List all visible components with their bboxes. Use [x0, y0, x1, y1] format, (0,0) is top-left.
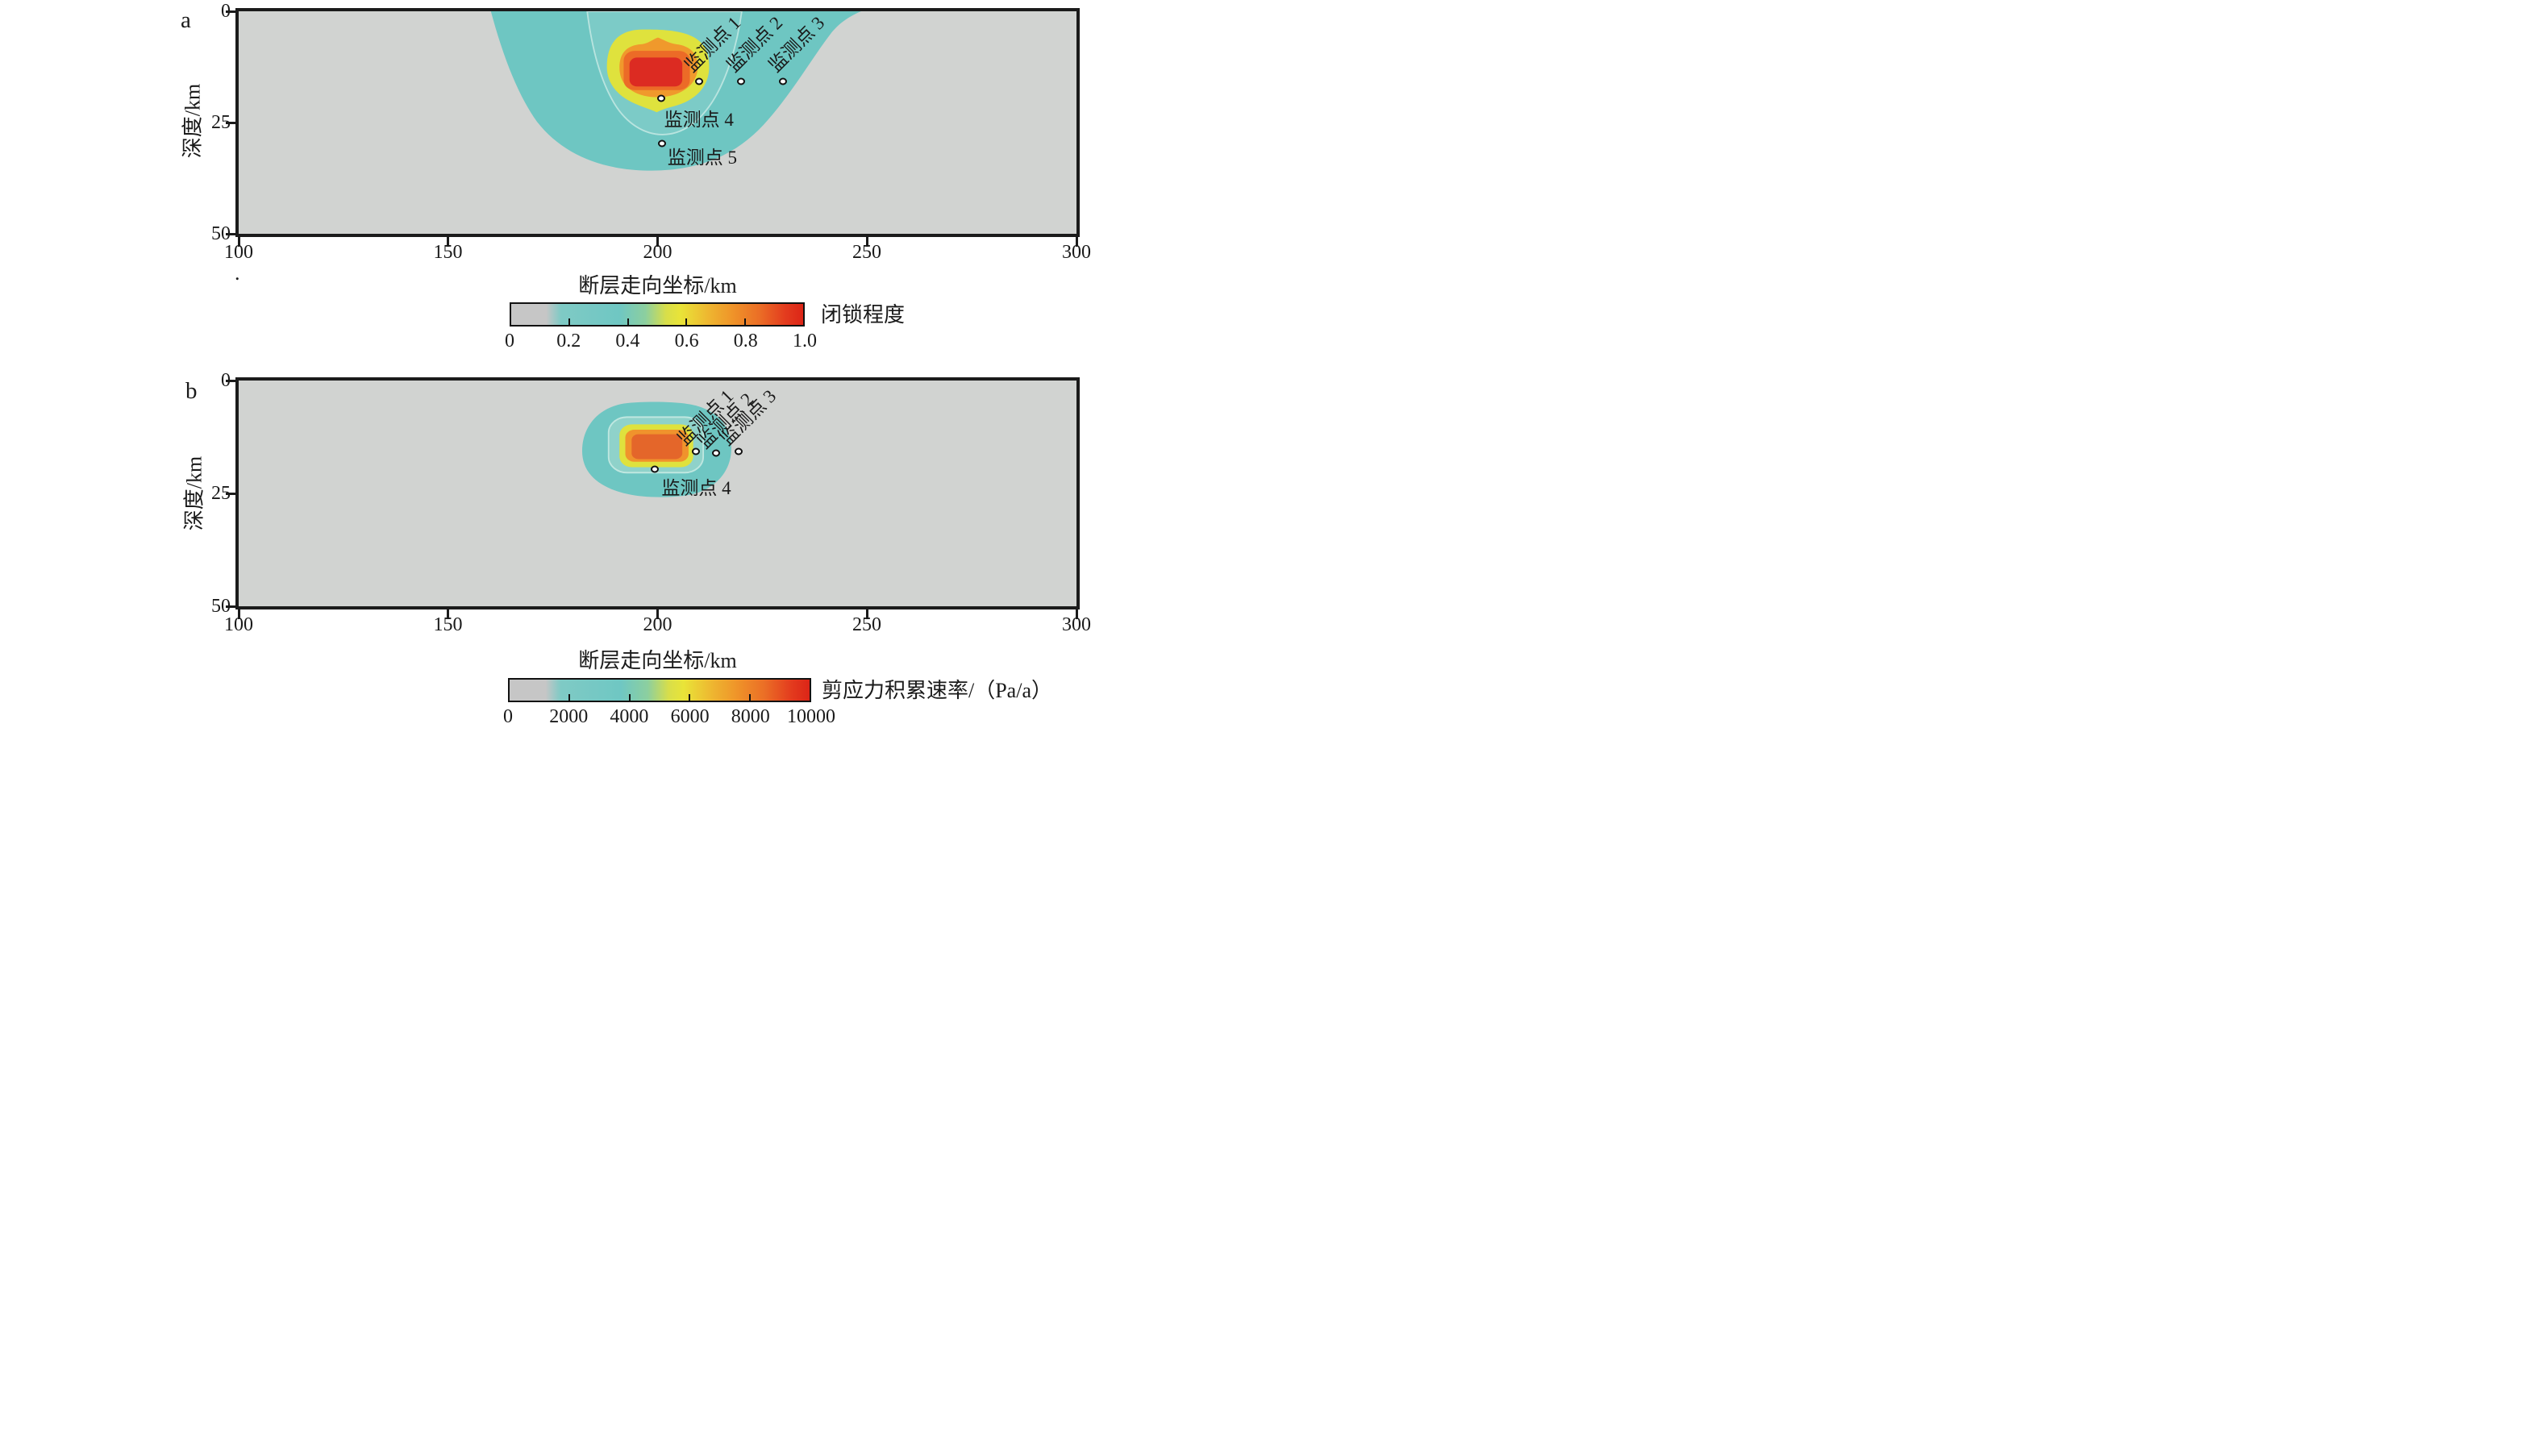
colorbar-b-tick-label: 10000 [787, 706, 835, 727]
monitor-point-marker [651, 465, 660, 473]
panel-a-plot-area [235, 8, 1080, 237]
monitor-point-label: 监测点 4 [661, 477, 731, 498]
colorbar-a-tick-label: 0.6 [674, 331, 699, 352]
panel-b-x-tick-label: 200 [643, 614, 672, 635]
panel-a-x-tick-label: 100 [224, 242, 253, 263]
monitor-point-label: 监测点 5 [667, 148, 737, 168]
colorbar-b [508, 678, 811, 702]
panel-b-x-tick-label: 300 [1062, 614, 1091, 635]
panel-b-x-tick [447, 609, 449, 619]
panel-b-y-tick-label: 25 [211, 483, 231, 504]
colorbar-a-tick-label: 0.2 [556, 331, 581, 352]
panel-b-x-tick-label: 250 [852, 614, 881, 635]
panel-a-x-tick-label: 250 [852, 242, 881, 263]
colorbar-a-tick-label: 1.0 [793, 331, 817, 352]
panel-a-y-tick [226, 121, 235, 124]
colorbar-b-tick [748, 694, 751, 701]
monitor-point-marker [657, 139, 666, 148]
panel-b-x-tick [1075, 609, 1078, 619]
panel-a-contour-layer [490, 11, 861, 171]
panel-a-x-tick-label: 200 [643, 242, 672, 263]
monitor-point-label: 监测点 4 [664, 110, 734, 131]
colorbar-a-tick [743, 318, 746, 325]
panel-b-contour-layer [581, 401, 731, 497]
panel-a-x-tick [447, 237, 449, 247]
panel-a-x-tick-label: 300 [1062, 242, 1091, 263]
colorbar-b-tick-label: 8000 [731, 706, 770, 727]
colorbar-a-tick [685, 318, 688, 325]
panel-b-x-axis-title: 断层走向坐标/km [578, 649, 737, 672]
colorbar-a-tick [627, 318, 629, 325]
panel-b-letter: b [185, 378, 198, 404]
panel-a-x-tick [656, 237, 659, 247]
panel-a-y-tick-label: 50 [211, 223, 231, 244]
panel-a-x-tick [865, 237, 868, 247]
colorbar-a-title: 闭锁程度 [821, 303, 906, 327]
colorbar-a-tick-label: 0 [505, 331, 514, 352]
colorbar-a [510, 302, 805, 327]
panel-a-y-tick [226, 10, 235, 13]
monitor-point-marker [734, 447, 743, 456]
panel-b-x-tick [656, 609, 659, 619]
panel-a-x-tick [237, 237, 240, 247]
colorbar-b-tick [689, 694, 691, 701]
panel-a-y-tick-label: 0 [221, 1, 231, 22]
monitor-point-marker [737, 77, 746, 85]
panel-a-y-tick [226, 232, 235, 235]
contour-a-red-core [629, 57, 683, 87]
panel-b-x-tick-label: 100 [224, 614, 253, 635]
monitor-point-marker [695, 77, 704, 85]
panel-b-y-tick [226, 493, 235, 495]
monitor-point-marker [779, 77, 788, 85]
panel-b-y-tick [226, 605, 235, 608]
panel-a-y-tick-label: 25 [211, 112, 231, 133]
colorbar-a-tick [568, 318, 571, 325]
stray-mark: . [235, 261, 240, 285]
panel-a-x-axis-title: 断层走向坐标/km [578, 274, 737, 297]
panel-b-x-tick [865, 609, 868, 619]
colorbar-b-tick-label: 2000 [549, 706, 589, 727]
colorbar-b-title: 剪应力积累速率/（Pa/a） [822, 679, 1052, 702]
colorbar-b-tick-label: 6000 [670, 706, 710, 727]
colorbar-b-tick [568, 694, 571, 701]
panel-a-letter: a [181, 7, 191, 33]
colorbar-a-tick-label: 0.4 [615, 331, 640, 352]
monitor-point-marker [692, 447, 701, 456]
panel-b-x-tick [237, 609, 240, 619]
panel-a-x-tick [1075, 237, 1078, 247]
monitor-point-marker [712, 449, 721, 457]
colorbar-b-tick-label: 4000 [610, 706, 649, 727]
panel-b-y-tick-label: 0 [221, 370, 231, 391]
panel-b-y-tick-label: 50 [211, 596, 231, 617]
panel-b-plot-area [235, 377, 1080, 609]
monitor-point-marker [656, 94, 665, 102]
panel-a-x-tick-label: 150 [433, 242, 463, 263]
contour-b-orange-red-core [631, 434, 683, 460]
figure-canvas: a 深度/km 0 25 50 100 150 200 250 300 断层走向… [0, 0, 1270, 728]
colorbar-b-tick [628, 694, 631, 701]
panel-b-x-tick-label: 150 [433, 614, 463, 635]
colorbar-a-tick-label: 0.8 [733, 331, 758, 352]
colorbar-b-tick-label: 0 [503, 706, 513, 727]
panel-b-y-tick [226, 380, 235, 382]
